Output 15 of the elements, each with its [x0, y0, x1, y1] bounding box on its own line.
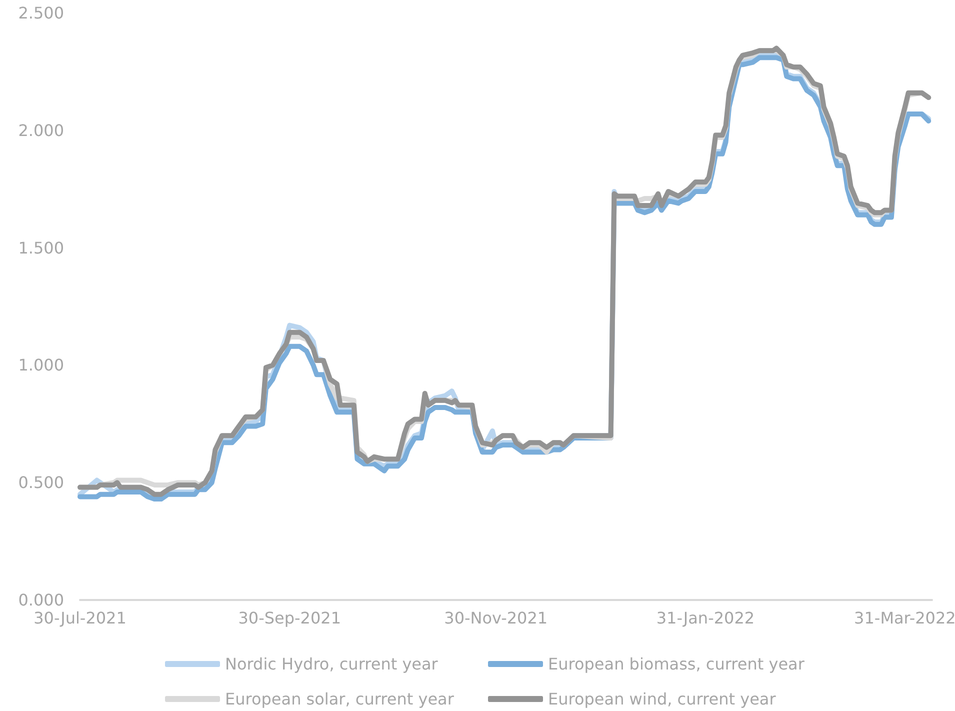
y-tick-label: 1.500: [18, 238, 64, 258]
x-tick-label: 30-Jul-2021: [34, 608, 126, 628]
y-tick-label: 2.000: [18, 120, 64, 140]
y-tick-label: 0.000: [18, 590, 64, 610]
x-tick-label: 31-Mar-2022: [854, 608, 955, 628]
legend-label: Nordic Hydro, current year: [225, 654, 438, 674]
x-tick-label: 30-Nov-2021: [444, 608, 548, 628]
x-tick-label: 30-Sep-2021: [238, 608, 342, 628]
x-tick-label: 31-Jan-2022: [656, 608, 755, 628]
legend-label: European biomass, current year: [548, 654, 805, 674]
legend-label: European wind, current year: [548, 690, 776, 708]
y-tick-label: 2.500: [18, 4, 64, 22]
y-tick-label: 0.500: [18, 473, 64, 492]
legend-label: European solar, current year: [225, 690, 454, 708]
y-tick-label: 1.000: [18, 356, 64, 375]
